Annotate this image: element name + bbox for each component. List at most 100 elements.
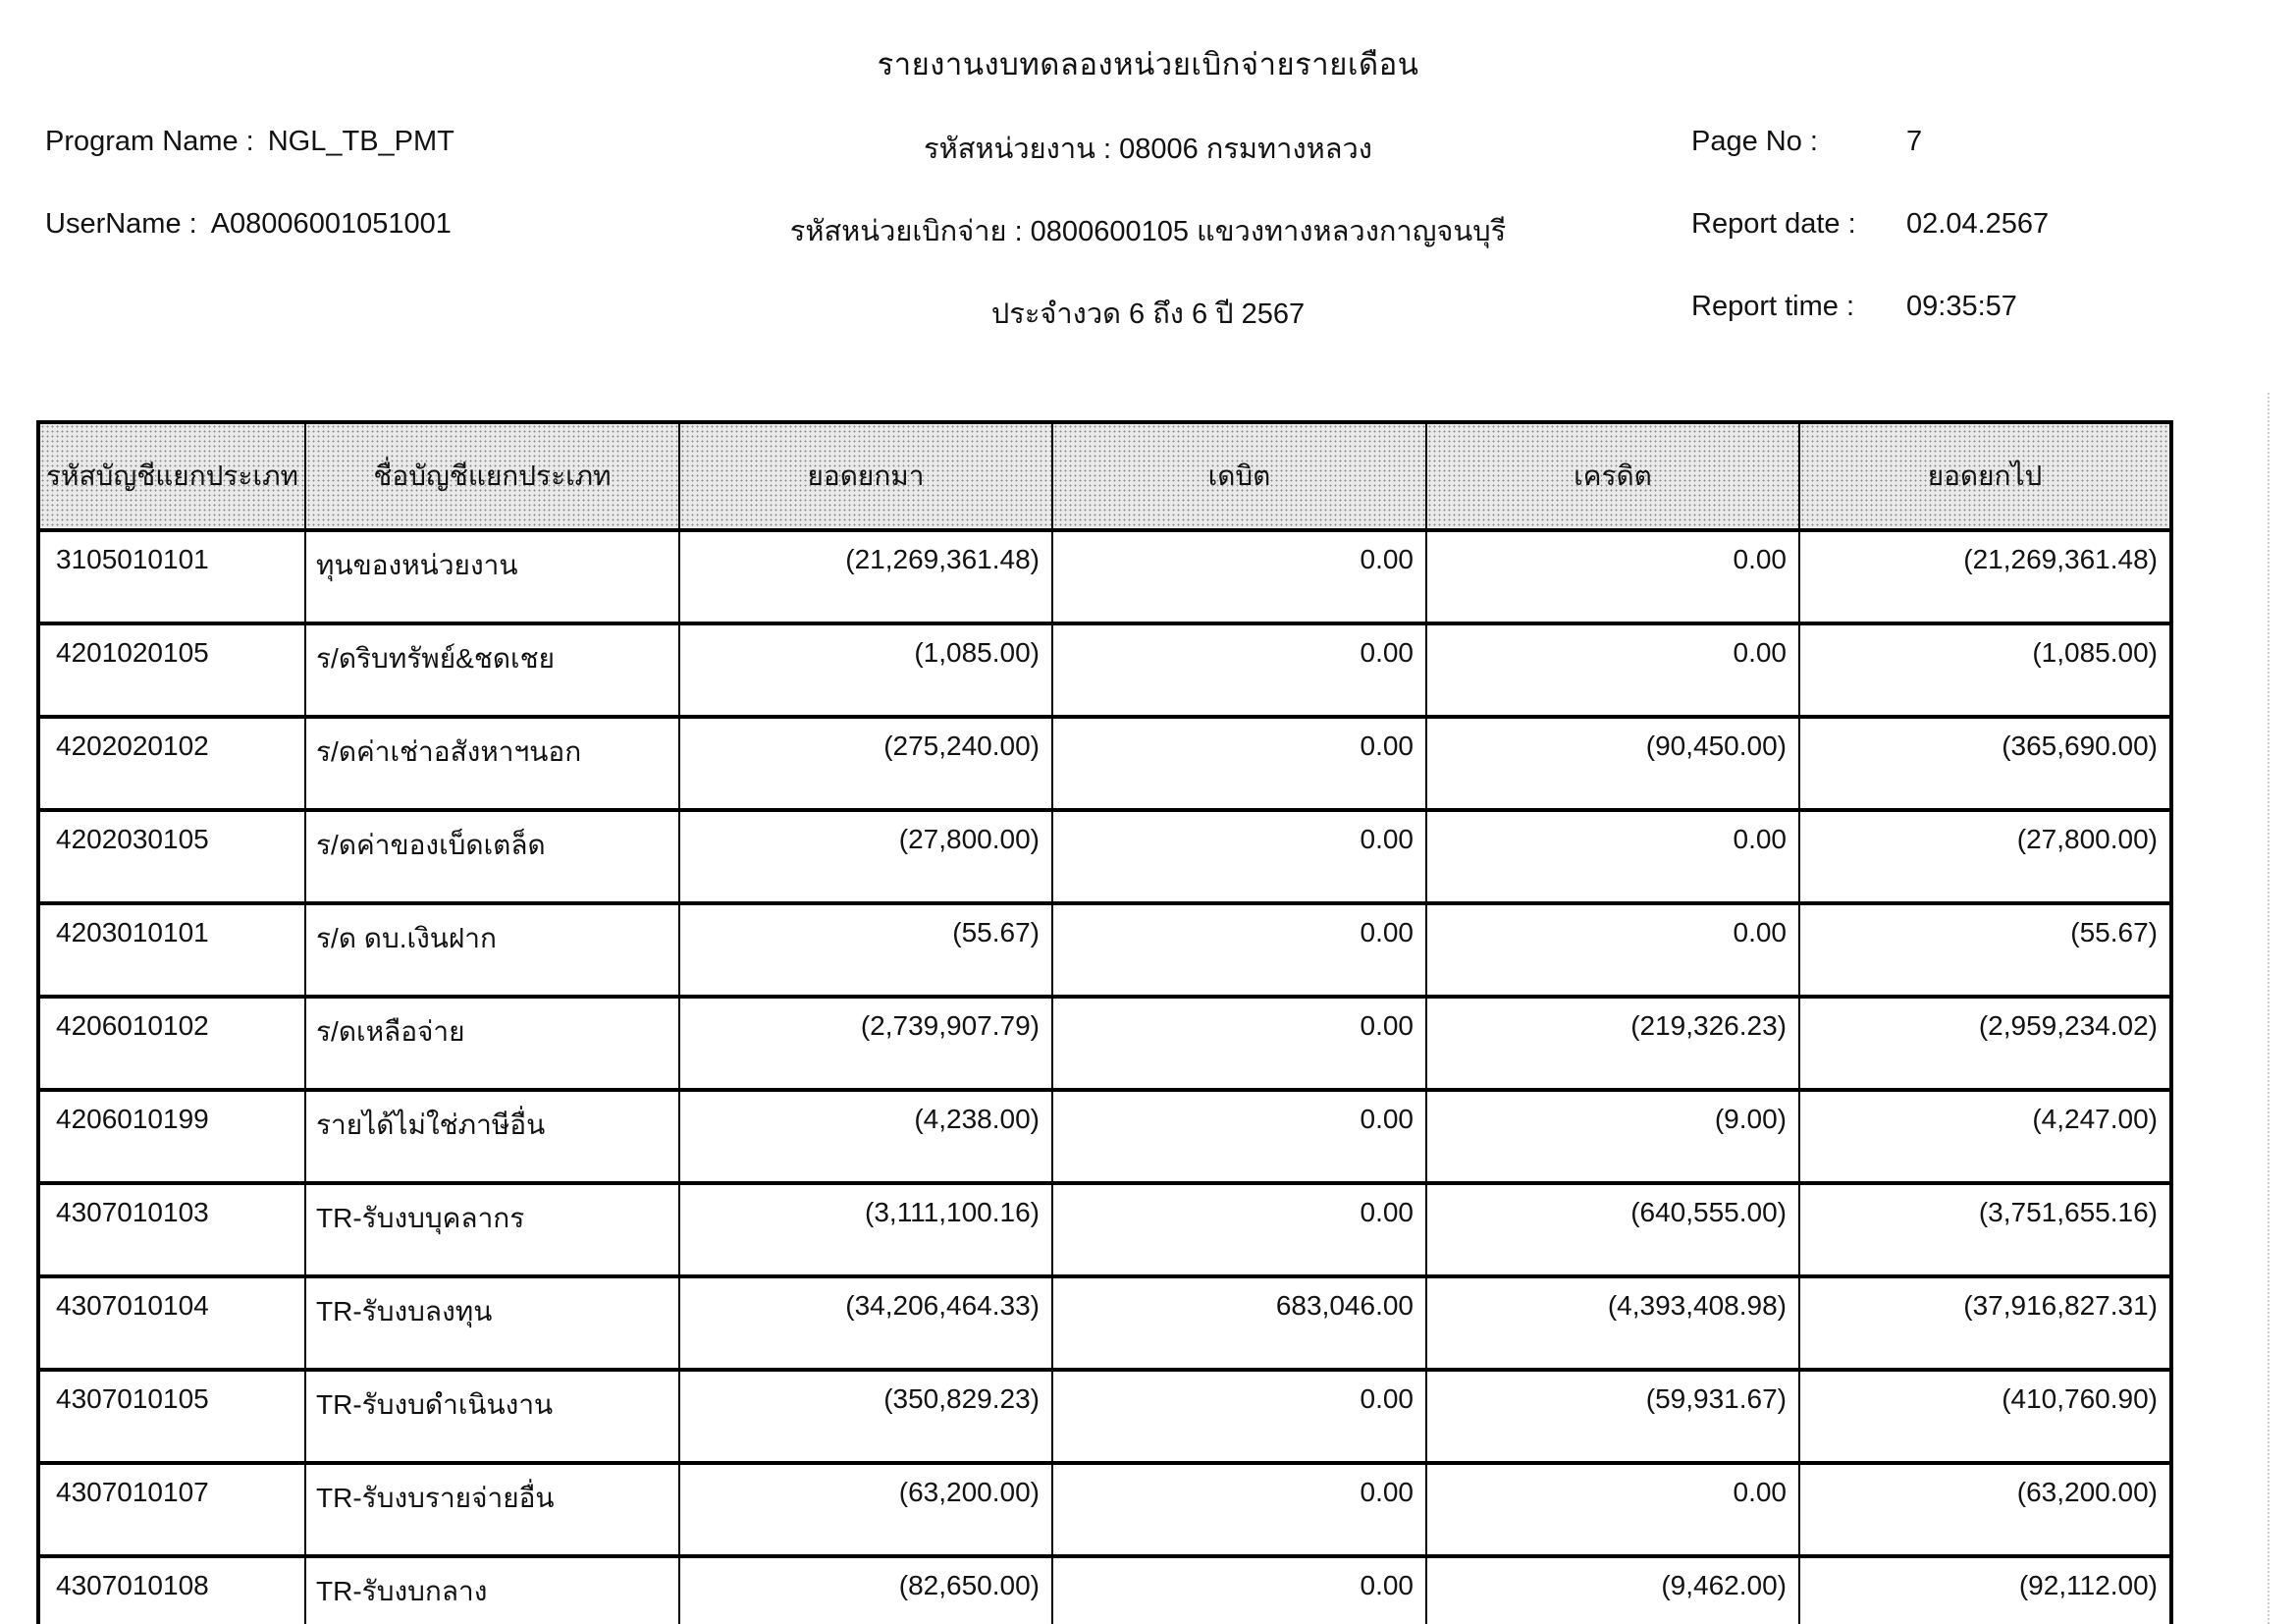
account-code-cell: 4307010107 xyxy=(37,1461,306,1558)
account-code-cell: 4202030105 xyxy=(37,808,306,905)
period-line: ประจำงวด 6 ถึง 6 ปี 2567 xyxy=(990,298,1306,330)
carry-forward-cell: (2,959,234.02) xyxy=(1798,995,2172,1092)
balance-forward-cell: (1,085.00) xyxy=(678,622,1053,719)
account-name-cell: TR-รับงบบุคลากร xyxy=(304,1181,680,1278)
balance-forward-cell: (27,800.00) xyxy=(678,808,1053,905)
account-code-cell: 4206010102 xyxy=(37,995,306,1092)
carry-forward-cell: (92,112.00) xyxy=(1798,1554,2172,1624)
debit-cell: 0.00 xyxy=(1051,1181,1427,1278)
account-name-cell: รายได้ไม่ใช่ภาษีอื่น xyxy=(304,1088,680,1185)
credit-cell: 0.00 xyxy=(1425,528,1800,625)
account-name-cell: TR-รับงบดำเนินงาน xyxy=(304,1368,680,1465)
credit-cell: 0.00 xyxy=(1425,1461,1800,1558)
balance-forward-cell: (82,650.00) xyxy=(678,1554,1053,1624)
carry-forward-cell: (4,247.00) xyxy=(1798,1088,2172,1185)
account-code-cell: 4307010103 xyxy=(37,1181,306,1278)
debit-cell: 0.00 xyxy=(1051,1554,1427,1624)
credit-cell: (640,555.00) xyxy=(1425,1181,1800,1278)
table-row: 4202030105 ร/ดค่าของเบ็ดเตล็ด (27,800.00) 0… xyxy=(37,808,2172,905)
table-row: 4307010107 TR-รับงบรายจ่ายอื่น (63,200.00)… xyxy=(37,1461,2172,1558)
header-line-2: UserName : A08006001051001 รหัสหน่วยเบิกจ… xyxy=(0,208,2296,247)
column-header-account-code: รหัสบัญชีแยกประเภท xyxy=(37,421,306,532)
header-line-3: ประจำงวด 6 ถึง 6 ปี 2567 Report time : 0… xyxy=(0,291,2296,330)
table-row: 4206010102 ร/ดเหลือจ่าย (2,739,907.79) 0.00… xyxy=(37,995,2172,1092)
table-row: 4307010108 TR-รับงบกลาง (82,650.00) 0.00 (9,… xyxy=(37,1554,2172,1624)
report-date-label: Report date : xyxy=(1691,208,1856,240)
debit-cell: 0.00 xyxy=(1051,901,1427,999)
column-header-carry-forward: ยอดยกไป xyxy=(1798,421,2172,532)
debit-cell: 0.00 xyxy=(1051,995,1427,1092)
credit-cell: 0.00 xyxy=(1425,622,1800,719)
debit-cell: 0.00 xyxy=(1051,1461,1427,1558)
column-header-balance-forward: ยอดยกมา xyxy=(678,421,1053,532)
report-title: รายงานงบทดลองหน่วยเบิกจ่ายรายเดือน xyxy=(877,47,1419,81)
table-row: 4201020105 ร/ดริบทรัพย์&ชดเชย (1,085.00) 0.… xyxy=(37,622,2172,719)
account-name-cell: TR-รับงบรายจ่ายอื่น xyxy=(304,1461,680,1558)
credit-cell: (9.00) xyxy=(1425,1088,1800,1185)
table-header: รหัสบัญชีแยกประเภท ชื่อบัญชีแยกประเภท ยอ… xyxy=(37,421,2172,532)
carry-forward-cell: (63,200.00) xyxy=(1798,1461,2172,1558)
account-name-cell: ร/ดเหลือจ่าย xyxy=(304,995,680,1092)
debit-cell: 0.00 xyxy=(1051,528,1427,625)
table-row: 4202020102 ร/ดค่าเช่าอสังหาฯนอก (275,240.0… xyxy=(37,715,2172,812)
credit-cell: (4,393,408.98) xyxy=(1425,1274,1800,1372)
username-label: UserName : xyxy=(45,208,197,240)
carry-forward-cell: (1,085.00) xyxy=(1798,622,2172,719)
balance-forward-cell: (2,739,907.79) xyxy=(678,995,1053,1092)
account-name-cell: ร/ดค่าเช่าอสังหาฯนอก xyxy=(304,715,680,812)
report-date-value: 02.04.2567 xyxy=(1906,208,2050,240)
balance-forward-cell: (21,269,361.48) xyxy=(678,528,1053,625)
username-value: A08006001051001 xyxy=(210,208,452,240)
account-name-cell: ทุนของหน่วยงาน xyxy=(304,528,680,625)
balance-forward-cell: (63,200.00) xyxy=(678,1461,1053,1558)
debit-cell: 0.00 xyxy=(1051,808,1427,905)
scan-artifact-line xyxy=(2268,393,2269,1624)
balance-forward-cell: (34,206,464.33) xyxy=(678,1274,1053,1372)
program-name-label: Program Name : xyxy=(45,126,254,157)
credit-cell: (219,326.23) xyxy=(1425,995,1800,1092)
account-code-cell: 4206010199 xyxy=(37,1088,306,1185)
agency-code-line: รหัสหน่วยงาน : 08006 กรมทางหลวง xyxy=(924,134,1372,165)
debit-cell: 0.00 xyxy=(1051,715,1427,812)
header-line-1: Program Name : NGL_TB_PMT รหัสหน่วยงาน : … xyxy=(0,126,2296,165)
column-header-account-name: ชื่อบัญชีแยกประเภท xyxy=(304,421,680,532)
debit-cell: 0.00 xyxy=(1051,1368,1427,1465)
debit-cell: 683,046.00 xyxy=(1051,1274,1427,1372)
credit-cell: (59,931.67) xyxy=(1425,1368,1800,1465)
table-row: 4206010199 รายได้ไม่ใช่ภาษีอื่น (4,238.00)… xyxy=(37,1088,2172,1185)
account-name-cell: ร/ดริบทรัพย์&ชดเชย xyxy=(304,622,680,719)
table-row: 3105010101 ทุนของหน่วยงาน (21,269,361.48) 0… xyxy=(37,528,2172,625)
username-field: UserName : A08006001051001 xyxy=(45,208,452,241)
carry-forward-cell: (37,916,827.31) xyxy=(1798,1274,2172,1372)
trial-balance-table: รหัสบัญชีแยกประเภท ชื่อบัญชีแยกประเภท ยอ… xyxy=(36,420,2173,1624)
table-row: 4307010104 TR-รับงบลงทุน (34,206,464.33) 68… xyxy=(37,1274,2172,1372)
account-name-cell: ร/ด ดบ.เงินฝาก xyxy=(304,901,680,999)
column-header-debit: เดบิต xyxy=(1051,421,1427,532)
carry-forward-cell: (3,751,655.16) xyxy=(1798,1181,2172,1278)
report-time-value: 09:35:57 xyxy=(1906,291,2017,322)
table-header-row: รหัสบัญชีแยกประเภท ชื่อบัญชีแยกประเภท ยอ… xyxy=(37,421,2172,532)
report-time-label: Report time : xyxy=(1691,291,1854,322)
account-name-cell: ร/ดค่าของเบ็ดเตล็ด xyxy=(304,808,680,905)
carry-forward-cell: (365,690.00) xyxy=(1798,715,2172,812)
program-name-value: NGL_TB_PMT xyxy=(267,126,454,157)
carry-forward-cell: (55.67) xyxy=(1798,901,2172,999)
table-row: 4307010103 TR-รับงบบุคลากร (3,111,100.16) 0… xyxy=(37,1181,2172,1278)
balance-forward-cell: (55.67) xyxy=(678,901,1053,999)
carry-forward-cell: (27,800.00) xyxy=(1798,808,2172,905)
carry-forward-cell: (21,269,361.48) xyxy=(1798,528,2172,625)
table-row: 4203010101 ร/ด ดบ.เงินฝาก (55.67) 0.00 0.00(… xyxy=(37,901,2172,999)
table-row: 4307010105 TR-รับงบดำเนินงาน (350,829.23) 0… xyxy=(37,1368,2172,1465)
credit-cell: 0.00 xyxy=(1425,808,1800,905)
balance-forward-cell: (350,829.23) xyxy=(678,1368,1053,1465)
program-name-field: Program Name : NGL_TB_PMT xyxy=(45,126,454,158)
carry-forward-cell: (410,760.90) xyxy=(1798,1368,2172,1465)
account-code-cell: 4201020105 xyxy=(37,622,306,719)
account-code-cell: 4307010105 xyxy=(37,1368,306,1465)
account-name-cell: TR-รับงบลงทุน xyxy=(304,1274,680,1372)
page-no-label: Page No : xyxy=(1691,126,1818,157)
table-body: 3105010101 ทุนของหน่วยงาน (21,269,361.48) 0… xyxy=(37,528,2172,1624)
balance-forward-cell: (275,240.00) xyxy=(678,715,1053,812)
column-header-credit: เครดิต xyxy=(1425,421,1800,532)
